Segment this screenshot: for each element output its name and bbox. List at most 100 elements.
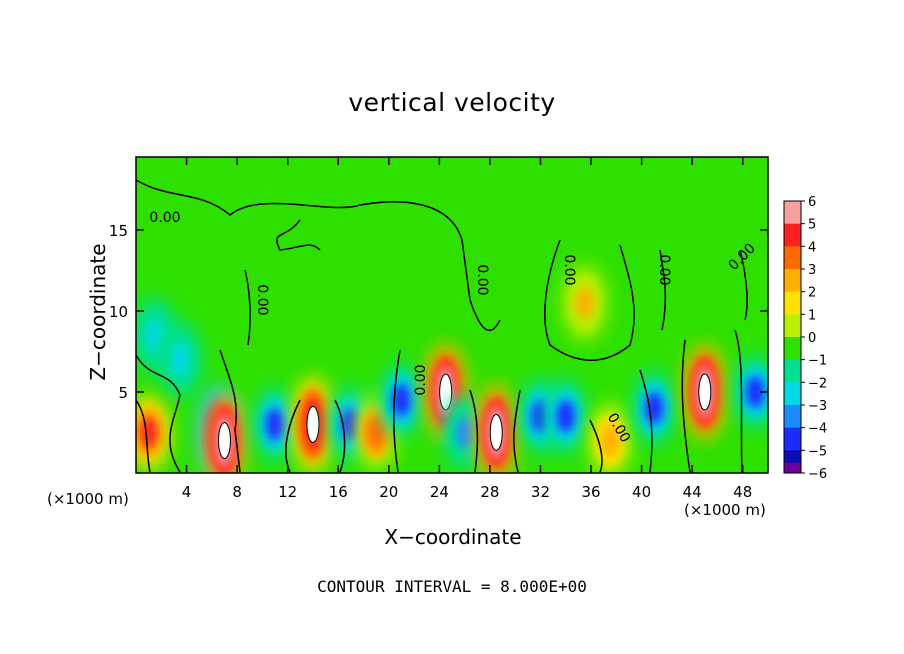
colorbar-band [784,269,801,293]
x-tick-label: 36 [581,483,600,501]
velocity-core-13 [562,264,607,341]
y-axis-label: Z−coordinate [86,243,110,381]
colorbar: 6 5 4 3 2 1 0 −1 −2 −3 −4 −5 −6 [783,195,827,482]
contour-label: 0.00 [413,364,429,395]
colorbar-label: 2 [808,286,816,301]
velocity-core-center [266,408,285,441]
zero-contour-line [276,219,321,251]
contour-label: 0.00 [474,264,490,295]
x-tick-label: 20 [379,483,398,501]
velocity-core-12 [543,378,588,455]
x-tick-label: 44 [683,483,702,501]
velocity-core-center [575,286,594,319]
colorbar-band [784,359,801,383]
contour-label: 0.00 [149,210,180,226]
zero-contour-line [589,419,603,473]
x-tick-label: 12 [278,483,297,501]
x-tick-label: 16 [329,483,348,501]
colorbar-label: −6 [808,467,827,482]
colorbar-band-min [784,462,801,473]
x-axis-label: X−coordinate [384,525,522,549]
colorbar-label: −1 [808,354,827,369]
x-tick-label: 8 [232,483,242,501]
velocity-field [136,264,768,473]
contour-interval-note: CONTOUR INTERVAL = 8.000E+00 [317,577,587,596]
colorbar-label: 0 [808,331,816,346]
colorbar-label: −4 [808,422,827,437]
zero-contour-line [513,389,521,473]
colorbar-band [784,314,801,338]
zero-contour-line [734,329,743,473]
x-tick-label: 24 [430,483,449,501]
zero-contour-line [136,399,151,473]
colorbar-label: 4 [808,240,816,255]
y-tick-label: 10 [109,303,128,321]
colorbar-label: 6 [808,195,816,210]
velocity-core-center [171,343,190,376]
colorbar-band [784,201,801,225]
velocity-core-14 [588,402,632,473]
zero-contour-line [393,349,401,473]
colorbar-label: −3 [808,399,827,414]
velocity-core-16 [682,343,727,440]
colorbar-label: −5 [808,444,827,459]
y-tick-label: 15 [109,222,128,240]
velocity-core-center [145,319,164,352]
colorbar-band [784,246,801,270]
x-unit-right: (×1000 m) [684,501,766,519]
colorbar-label: −2 [808,376,827,391]
velocity-core-max [217,422,231,460]
y-axis-ticks: 5 10 15 [109,222,768,402]
velocity-core-center [746,375,765,408]
zero-contour-line [136,354,181,473]
plot-border [135,156,769,474]
velocity-core-0 [136,394,171,471]
zero-contour-line [639,369,653,473]
colorbar-label: 3 [808,263,816,278]
x-axis-ticks: 4 8 12 16 20 24 28 32 36 40 44 48 [182,157,752,501]
velocity-core-max [439,373,453,411]
velocity-core-15 [632,370,677,447]
x-tick-label: 48 [733,483,752,501]
zero-contour-line [469,389,479,473]
colorbar-band [784,223,801,247]
zero-contour-line [544,239,635,361]
x-tick-label: 28 [480,483,499,501]
velocity-core-center [367,416,386,449]
velocity-core-10 [474,384,519,473]
velocity-core-4 [290,376,335,473]
velocity-core-center [392,384,411,417]
velocity-core-max [489,413,503,451]
velocity-core-center [645,392,664,425]
chart-title: vertical velocity [348,88,556,117]
velocity-core-center [455,416,474,449]
contour-label: 0.00 [656,254,672,285]
velocity-core-center [556,400,575,433]
zero-contour-line [244,269,251,346]
zero-contours: 0.000.000.00 0.000.000.000.00 0.00 [136,179,759,473]
velocity-core-center [139,416,158,449]
contour-label: 0.00 [561,254,577,285]
colorbar-band [784,427,801,451]
plot-frame [135,156,769,474]
zero-contour-line [136,179,501,332]
zero-contour-line [681,339,691,473]
y-tick-label: 5 [118,384,128,402]
x-tick-label: 40 [632,483,651,501]
x-tick-label: 4 [182,483,192,501]
zero-contour-line [659,249,667,331]
x-unit-left: (×1000 m) [47,490,129,508]
colorbar-band [784,291,801,315]
velocity-core-max [698,373,712,411]
velocity-core-center [601,424,619,457]
velocity-core-max [306,405,320,443]
x-tick-label: 32 [531,483,550,501]
zero-contour-line [334,399,346,473]
colorbar-band [784,405,801,429]
velocity-core-2 [202,392,247,473]
contour-label: 0.00 [254,284,270,315]
velocity-core-19 [158,321,203,398]
colorbar-band [784,382,801,406]
zero-contour-line [219,349,241,473]
